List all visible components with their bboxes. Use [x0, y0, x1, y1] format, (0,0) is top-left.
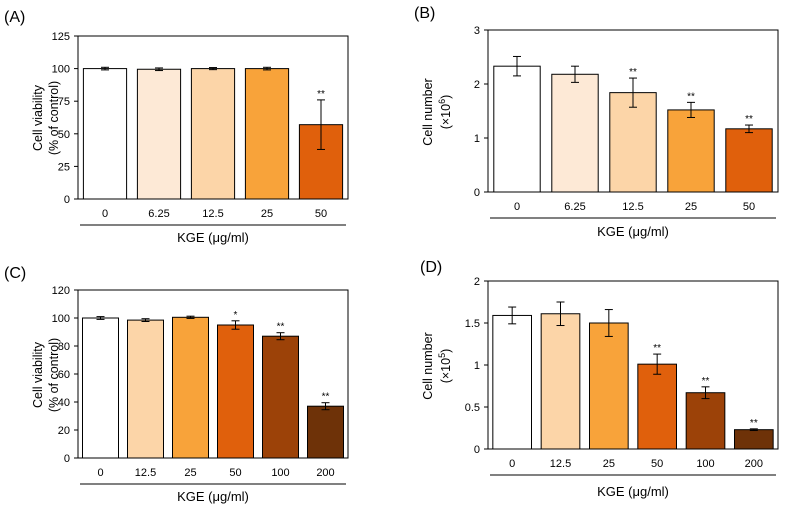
bar	[172, 316, 209, 459]
y-axis-unit-label: (×105)	[437, 349, 453, 384]
significance-marker: **	[629, 67, 637, 78]
x-tick-label: 6.25	[148, 208, 169, 220]
x-axis-label: KGE (μg/ml)	[177, 230, 249, 245]
y-tick-label: 50	[58, 129, 70, 141]
bar	[82, 68, 128, 200]
y-axis-unit-label: (×106)	[437, 95, 453, 130]
y-tick-label: 80	[58, 341, 70, 353]
y-axis-unit-label: (% of control)	[47, 338, 61, 412]
panel-label: (D)	[420, 259, 442, 276]
y-axis-label: Cell number	[421, 78, 435, 145]
y-axis-label: Cell number	[421, 332, 435, 399]
x-axis-label: KGE (μg/ml)	[597, 224, 669, 239]
x-tick-label: 12.5	[202, 208, 223, 220]
panel-label: (B)	[414, 5, 435, 22]
y-tick-label: 3	[474, 25, 480, 37]
panel-label: (A)	[4, 9, 25, 26]
y-tick-label: 60	[58, 369, 70, 381]
y-tick-label: 0	[474, 187, 480, 199]
x-tick-label: 25	[603, 458, 615, 470]
significance-marker: **	[277, 322, 285, 333]
bar	[136, 68, 182, 200]
x-tick-label: 0	[97, 467, 103, 479]
x-tick-label: 100	[271, 467, 289, 479]
y-tick-label: 100	[52, 313, 70, 325]
x-tick-label: 25	[685, 201, 697, 213]
y-tick-label: 0	[474, 444, 480, 456]
bar	[589, 322, 629, 450]
y-tick-label: 1	[474, 133, 480, 145]
y-tick-label: 0	[64, 453, 70, 465]
significance-marker: **	[322, 392, 330, 403]
y-tick-label: 40	[58, 397, 70, 409]
y-tick-label: 2	[474, 276, 480, 288]
x-tick-label: 0	[509, 458, 515, 470]
x-tick-label: 100	[696, 458, 714, 470]
panel-label: (C)	[4, 265, 26, 282]
y-tick-label: 120	[52, 285, 70, 297]
x-tick-label: 6.25	[564, 201, 585, 213]
y-axis-unit-label: (% of control)	[47, 81, 61, 155]
panel-c: (C) 0 20 40 60 80 100 120 Cell viability (% of co…	[4, 265, 349, 504]
y-tick-label: 0	[64, 194, 70, 206]
x-tick-label: 25	[184, 467, 196, 479]
x-axis-label: KGE (μg/ml)	[177, 489, 249, 504]
x-tick-label: 50	[315, 208, 327, 220]
y-tick-label: 20	[58, 425, 70, 437]
y-axis-label: Cell viability	[31, 84, 45, 151]
panel-a: (A) 0 25 50 75 100 125 Cell viability (% of cont…	[4, 9, 349, 245]
significance-marker: **	[750, 418, 758, 429]
significance-marker: **	[745, 114, 753, 125]
bar	[127, 319, 164, 459]
bar	[725, 128, 773, 193]
bar	[667, 109, 715, 193]
bar	[244, 68, 290, 200]
significance-marker: **	[687, 91, 695, 102]
bar	[262, 335, 299, 459]
bar	[82, 317, 119, 459]
bar	[307, 405, 344, 459]
x-tick-label: 200	[316, 467, 334, 479]
x-tick-label: 50	[229, 467, 241, 479]
panel-d: (D) 0 0.5 1 1.5 2 Cell number (×105) 0 12.5 25 ** 50…	[420, 259, 779, 499]
y-axis-label: Cell viability	[31, 341, 45, 408]
significance-marker: **	[317, 89, 325, 100]
x-axis-label: KGE (μg/ml)	[597, 484, 669, 499]
x-tick-label: 0	[102, 208, 108, 220]
y-tick-label: 1	[474, 360, 480, 372]
x-tick-label: 12.5	[550, 458, 571, 470]
bar	[493, 65, 541, 193]
significance-marker: **	[702, 376, 710, 387]
y-tick-label: 25	[58, 161, 70, 173]
y-tick-label: 1.5	[465, 318, 480, 330]
bar	[540, 313, 581, 450]
significance-marker: **	[653, 343, 661, 354]
y-tick-label: 0.5	[465, 402, 480, 414]
significance-marker: *	[234, 310, 238, 321]
bar	[609, 92, 657, 193]
bar	[734, 429, 774, 450]
x-tick-label: 12.5	[135, 467, 156, 479]
bar	[217, 324, 254, 459]
x-tick-label: 0	[514, 201, 520, 213]
bar	[190, 68, 236, 200]
y-tick-label: 75	[58, 96, 70, 108]
bar	[492, 314, 533, 450]
bar	[551, 73, 599, 193]
y-tick-label: 2	[474, 79, 480, 91]
x-tick-label: 25	[261, 208, 273, 220]
y-tick-label: 125	[52, 31, 70, 43]
bar	[637, 363, 677, 450]
x-tick-label: 50	[651, 458, 663, 470]
x-tick-label: 50	[743, 201, 755, 213]
panel-b: (B) 0 1 2 3 Cell number (×106) 0 6.25 ** 12.5 ** 25 *…	[414, 5, 779, 239]
bar	[685, 392, 726, 450]
y-tick-label: 100	[52, 64, 70, 76]
x-tick-label: 12.5	[622, 201, 643, 213]
x-tick-label: 200	[745, 458, 763, 470]
